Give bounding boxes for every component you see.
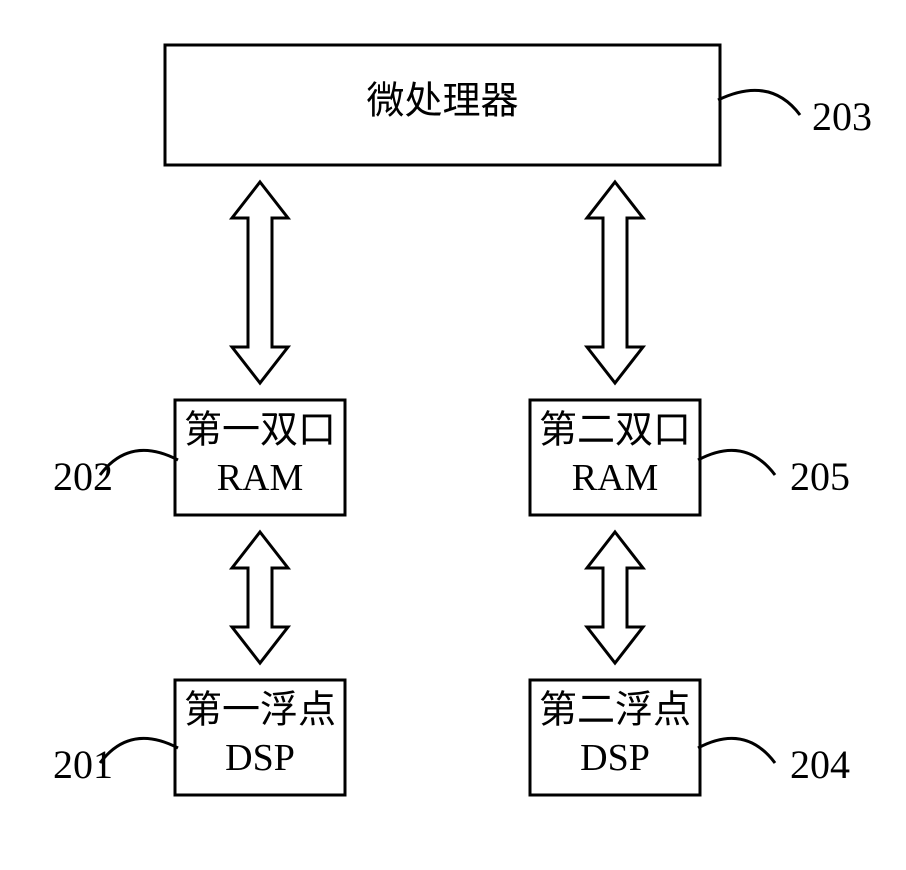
callout-label-203: 203	[812, 94, 872, 139]
node-cpu-line-0: 微处理器	[366, 81, 518, 123]
node-dsp2-line-1: DSP	[580, 737, 650, 779]
node-dsp1-line-0: 第一浮点	[184, 689, 336, 731]
callout-label-205: 205	[790, 454, 850, 499]
node-ram2-line-1: RAM	[572, 457, 659, 499]
node-dsp1-line-1: DSP	[225, 737, 295, 779]
node-ram1-line-0: 第一双口	[184, 409, 336, 451]
diagram-canvas: 微处理器第一双口 RAM 第二双口 RAM 第一浮点 DSP 第二浮点 DSP 203 202 20…	[0, 0, 906, 870]
callout-label-201: 201	[53, 742, 113, 787]
callout-label-204: 204	[790, 742, 850, 787]
node-dsp2-line-0: 第二浮点	[539, 689, 691, 731]
node-ram1-line-1: RAM	[217, 457, 304, 499]
node-ram2-line-0: 第二双口	[539, 409, 691, 451]
callout-label-202: 202	[53, 454, 113, 499]
